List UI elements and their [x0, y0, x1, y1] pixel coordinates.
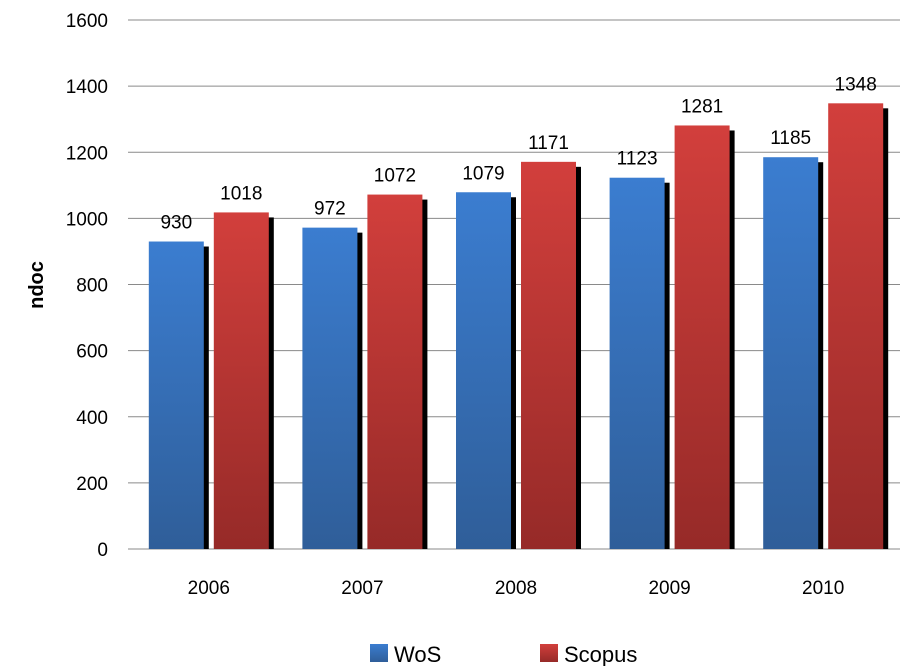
- y-tick-label: 200: [76, 474, 108, 495]
- data-label: 972: [314, 199, 346, 220]
- bar-wos-2007: [302, 227, 358, 549]
- y-tick-label: 1200: [66, 143, 108, 164]
- y-tick-label: 1400: [66, 77, 108, 98]
- data-label: 1072: [374, 166, 416, 187]
- legend-label-scopus: Scopus: [564, 642, 637, 666]
- y-axis-title: ndoc: [26, 261, 48, 309]
- data-label: 1185: [770, 128, 811, 149]
- data-label: 1018: [220, 183, 262, 204]
- y-tick-label: 600: [76, 342, 108, 363]
- legend: WoS Scopus: [370, 642, 637, 666]
- bar-scopus-2008: [521, 161, 576, 549]
- data-label: 1123: [617, 149, 658, 170]
- bars: [148, 103, 889, 550]
- data-labels: 930 1018 972 1072 1079 1171 1123 1281 1185 1348: [160, 74, 876, 233]
- legend-label-wos: WoS: [394, 642, 441, 666]
- legend-swatch-wos: [370, 644, 388, 662]
- data-label: 1281: [681, 96, 723, 117]
- x-tick-label: 2010: [802, 578, 844, 599]
- data-label: 1171: [528, 133, 569, 154]
- y-tick-label: 1000: [66, 209, 108, 230]
- bar-wos-2009: [609, 177, 665, 549]
- bar-scopus-2006: [213, 212, 269, 549]
- x-tick-label: 2009: [648, 578, 690, 599]
- data-label: 930: [160, 213, 192, 234]
- x-tick-label: 2007: [341, 578, 383, 599]
- y-tick-label: 1600: [66, 11, 108, 32]
- y-axis-ticks: 0 200 400 600 800 1000 1200 1400 1600: [66, 11, 108, 561]
- legend-swatch-scopus: [540, 644, 558, 662]
- x-axis-ticks: 2006 2007 2008 2009 2010: [188, 578, 845, 599]
- y-tick-label: 400: [76, 408, 108, 429]
- bar-wos-2010: [763, 157, 819, 549]
- bar-scopus-2009: [674, 125, 730, 550]
- y-tick-label: 0: [97, 540, 108, 561]
- bar-wos-2008: [456, 192, 511, 550]
- bar-wos-2006: [148, 241, 204, 550]
- data-label: 1348: [835, 74, 877, 95]
- bar-scopus-2007: [367, 194, 423, 549]
- bar-scopus-2010: [828, 103, 884, 549]
- x-tick-label: 2006: [188, 578, 230, 599]
- x-tick-label: 2008: [495, 578, 537, 599]
- y-tick-label: 800: [76, 276, 108, 297]
- data-label: 1079: [462, 163, 504, 184]
